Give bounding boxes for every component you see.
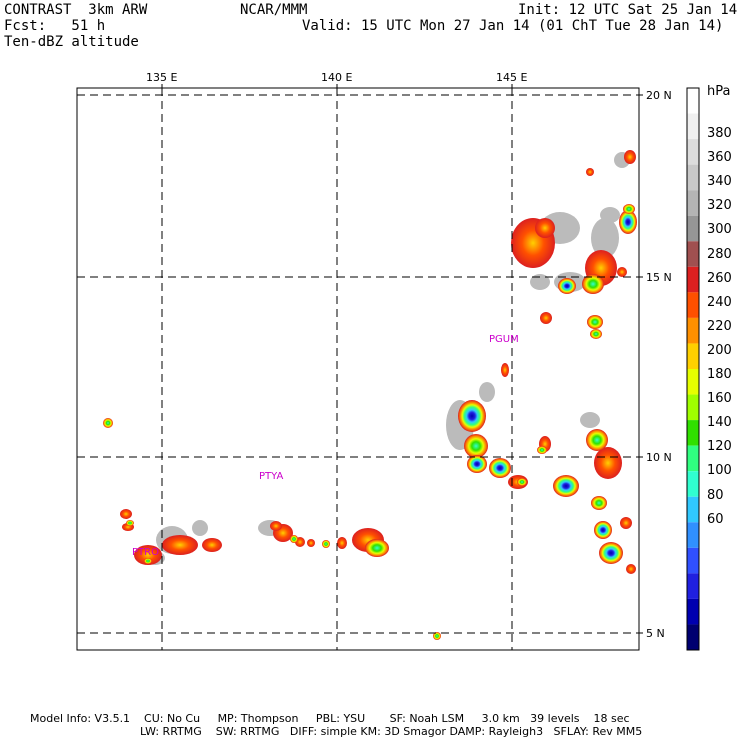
colorbar-swatch <box>687 113 699 140</box>
forecast-hour: Fcst: 51 h <box>4 18 106 34</box>
colorbar-frame <box>686 87 700 651</box>
lon-label-135: 135 E <box>146 71 178 84</box>
colorbar-swatch <box>687 190 699 216</box>
init-time: Init: 12 UTC Sat 25 Jan 14 <box>518 2 738 18</box>
valid-time: Valid: 15 UTC Mon 27 Jan 14 (01 ChT Tue … <box>302 18 724 34</box>
lat-label-10: 10 N <box>646 451 672 464</box>
colorbar-swatch <box>687 139 699 165</box>
colorbar-label: 260 <box>707 270 732 286</box>
station-ptro: PTRO <box>132 547 159 558</box>
colorbar-swatch <box>687 547 699 574</box>
colorbar-label: 360 <box>707 150 732 166</box>
colorbar-label: 340 <box>707 174 732 190</box>
model-title: CONTRAST 3km ARW <box>4 2 148 18</box>
colorbar-swatch <box>687 445 699 472</box>
lon-label-145: 145 E <box>496 71 528 84</box>
station-labels: PGUM PTYA PTRO <box>132 334 519 558</box>
graticule <box>77 88 639 650</box>
colorbar-label: 140 <box>707 415 732 431</box>
station-ptya: PTYA <box>259 471 283 482</box>
colorbar-label: 60 <box>707 511 724 527</box>
colorbar-swatch <box>687 598 699 625</box>
colorbar-swatch <box>687 420 699 446</box>
colorbar-swatch <box>687 164 699 191</box>
colorbar-label: 160 <box>707 391 732 407</box>
map-frame <box>76 87 640 651</box>
colorbar-label: 120 <box>707 439 732 455</box>
station-pgum: PGUM <box>489 334 519 345</box>
colorbar-label: 220 <box>707 318 732 334</box>
axis-ticks <box>161 84 643 634</box>
colorbar-swatch <box>687 573 699 599</box>
colorbar-label: 380 <box>707 126 732 141</box>
colorbar-label: 280 <box>707 246 732 262</box>
field-name: Ten-dBZ altitude <box>4 34 139 50</box>
lon-label-140: 140 E <box>321 71 353 84</box>
colorbar-swatch <box>687 394 699 421</box>
colorbar-unit: hPa <box>707 84 730 99</box>
colorbar-label: 200 <box>707 342 732 358</box>
colorbar-label: 240 <box>707 294 732 310</box>
echo-layer <box>103 150 637 640</box>
colorbar-label: 100 <box>707 463 732 479</box>
colorbar-label: 300 <box>707 222 732 238</box>
colorbar-label: 80 <box>707 487 724 503</box>
colorbar-swatch <box>687 471 699 497</box>
lat-label-20: 20 N <box>646 89 672 102</box>
model-info-line1: Model Info: V3.5.1 CU: No Cu MP: Thompso… <box>30 712 630 725</box>
org-label: NCAR/MMM <box>240 2 308 18</box>
colorbar-swatch <box>687 343 699 369</box>
colorbar-label: 320 <box>707 198 732 214</box>
colorbar-swatch <box>687 266 699 293</box>
colorbar-swatch <box>687 88 699 114</box>
colorbar <box>686 87 700 651</box>
colorbar-swatch <box>687 369 699 395</box>
colorbar-swatch <box>687 496 699 523</box>
lat-label-5: 5 N <box>646 627 665 640</box>
colorbar-swatch <box>687 292 699 318</box>
colorbar-swatch <box>687 215 699 242</box>
model-info-line2: LW: RRTMG SW: RRTMG DIFF: simple KM: 3D … <box>140 725 643 738</box>
colorbar-swatch <box>687 624 699 650</box>
lat-label-15: 15 N <box>646 271 672 284</box>
colorbar-label: 180 <box>707 367 732 382</box>
colorbar-swatch <box>687 522 699 548</box>
colorbar-swatch <box>687 317 699 344</box>
colorbar-swatch <box>687 241 699 267</box>
